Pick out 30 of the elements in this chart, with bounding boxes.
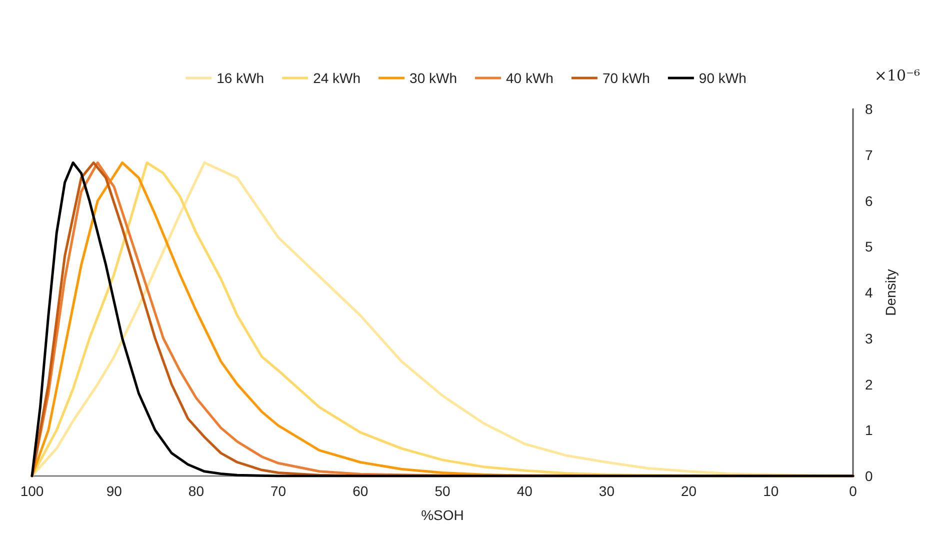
x-tick-label: 50 bbox=[434, 483, 450, 499]
y-tick-label: 1 bbox=[865, 422, 873, 438]
x-tick-label: 10 bbox=[763, 483, 779, 499]
x-tick-label: 60 bbox=[352, 483, 368, 499]
x-tick-label: 100 bbox=[20, 483, 44, 499]
x-tick-label: 40 bbox=[516, 483, 533, 499]
y-tick-label: 0 bbox=[865, 468, 873, 484]
x-tick-label: 30 bbox=[598, 483, 615, 499]
y-tick-label: 5 bbox=[865, 238, 873, 255]
y-tick-label: 8 bbox=[865, 101, 873, 117]
x-tick-label: 0 bbox=[849, 483, 858, 499]
y-tick-label: 4 bbox=[865, 284, 873, 300]
legend-label: 40 kWh bbox=[506, 70, 554, 86]
legend-label: 70 kWh bbox=[602, 70, 650, 86]
legend-label: 90 kWh bbox=[698, 70, 746, 86]
y-tick-label: 3 bbox=[865, 330, 873, 346]
legend-label: 30 kWh bbox=[410, 70, 458, 86]
y-tick-label: 6 bbox=[865, 192, 873, 209]
legend-label: 16 kWh bbox=[216, 70, 264, 86]
legend-label: 24 kWh bbox=[313, 70, 361, 86]
text: ×10⁻⁶ bbox=[874, 66, 920, 84]
x-tick-label: 80 bbox=[188, 483, 204, 499]
x-tick-label: 70 bbox=[270, 483, 286, 499]
y-axis-title: Density bbox=[882, 269, 899, 316]
x-tick-label: 20 bbox=[681, 483, 697, 499]
x-axis-title: %SOH bbox=[421, 507, 464, 523]
y-tick-label: 2 bbox=[865, 376, 873, 392]
x-tick-label: 90 bbox=[106, 483, 122, 499]
y-tick-label: 7 bbox=[865, 146, 873, 163]
line-series bbox=[30, 161, 854, 478]
